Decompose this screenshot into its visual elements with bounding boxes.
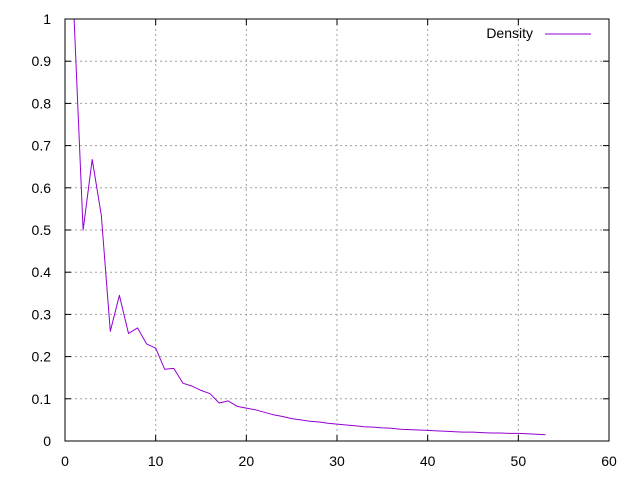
y-tick-label: 0.7 [32, 138, 52, 154]
tick-labels: 0 10 20 30 40 50 60 0 0.1 0.2 0.3 0.4 0.5 0.6 0.7 0.8 0.… [32, 11, 617, 469]
y-tick-label: 0 [43, 433, 51, 449]
x-tick-label: 10 [148, 453, 164, 469]
plot-frame [64, 18, 610, 442]
x-tick-label: 40 [420, 453, 436, 469]
y-tick-label: 0.6 [32, 180, 52, 196]
legend-label-density: Density [486, 25, 533, 41]
series-line-density [73, 18, 546, 436]
y-tick-label: 1 [43, 11, 51, 27]
y-tick-label: 0.1 [32, 391, 52, 407]
x-tick-label: 50 [511, 453, 527, 469]
y-tick-label: 0.5 [32, 222, 52, 238]
y-tick-label: 0.2 [32, 349, 52, 365]
y-tick-label: 0.9 [32, 53, 52, 69]
x-tick-label: 0 [61, 453, 69, 469]
y-tick-label: 0.3 [32, 306, 52, 322]
x-tick-label: 60 [601, 453, 617, 469]
x-tick-label: 20 [239, 453, 255, 469]
x-tick-label: 30 [329, 453, 345, 469]
y-tick-label: 0.4 [32, 264, 52, 280]
y-tick-label: 0.8 [32, 95, 52, 111]
legend: Density [486, 25, 591, 41]
grid [65, 19, 609, 441]
